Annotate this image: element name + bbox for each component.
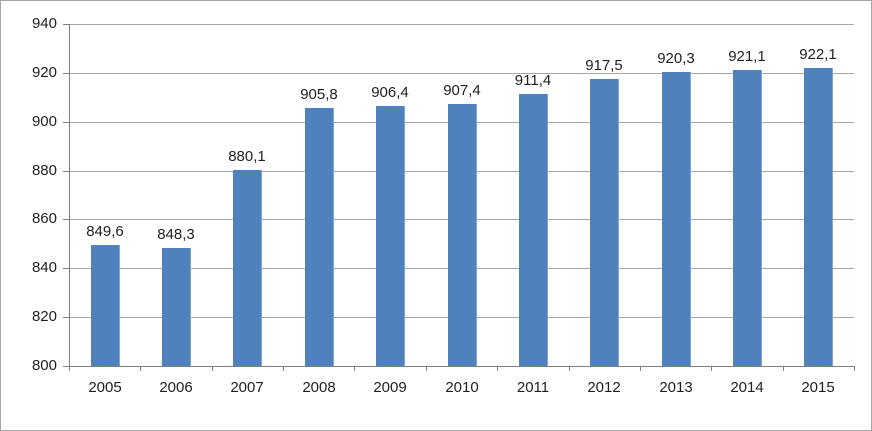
bar-2015 bbox=[804, 68, 833, 366]
y-axis-tick bbox=[63, 366, 69, 367]
bar-2006 bbox=[162, 248, 191, 366]
y-axis-tick bbox=[63, 171, 69, 172]
x-axis-tick bbox=[69, 366, 70, 371]
bar-value-label: 920,3 bbox=[657, 50, 695, 67]
y-axis-tick bbox=[63, 317, 69, 318]
gridline bbox=[69, 24, 854, 25]
bar-2007 bbox=[233, 170, 262, 366]
x-axis-tick bbox=[426, 366, 427, 371]
x-axis-label: 2013 bbox=[659, 379, 693, 396]
bar-2005 bbox=[91, 245, 120, 366]
x-axis-tick bbox=[354, 366, 355, 371]
x-axis-tick bbox=[711, 366, 712, 371]
x-axis-label: 2011 bbox=[516, 379, 550, 396]
y-axis-tick bbox=[63, 219, 69, 220]
bar-2014 bbox=[733, 70, 762, 366]
y-axis-tick bbox=[63, 122, 69, 123]
bar-2011 bbox=[519, 94, 548, 366]
y-axis-label: 920 bbox=[31, 64, 57, 81]
bar-value-label: 906,4 bbox=[371, 84, 409, 101]
gridline bbox=[69, 73, 854, 74]
x-axis-label: 2010 bbox=[445, 379, 479, 396]
bar-value-label: 917,5 bbox=[585, 57, 623, 74]
bar-2009 bbox=[376, 106, 405, 366]
x-axis-tick bbox=[497, 366, 498, 371]
x-axis-tick bbox=[212, 366, 213, 371]
x-axis-tick bbox=[283, 366, 284, 371]
bar-value-label: 911,4 bbox=[514, 72, 552, 89]
x-axis-tick bbox=[783, 366, 784, 371]
y-axis-tick bbox=[63, 24, 69, 25]
y-axis-label: 820 bbox=[31, 308, 57, 325]
y-axis-label: 860 bbox=[31, 210, 57, 227]
bar-value-label: 907,4 bbox=[443, 82, 481, 99]
y-axis-label: 880 bbox=[31, 162, 57, 179]
bar-2013 bbox=[662, 72, 691, 366]
x-axis-tick bbox=[569, 366, 570, 371]
bar-value-label: 848,3 bbox=[157, 226, 195, 243]
x-axis-label: 2009 bbox=[373, 379, 407, 396]
y-axis-label: 800 bbox=[31, 357, 57, 374]
y-axis-label: 900 bbox=[31, 113, 57, 130]
bar-value-label: 880,1 bbox=[228, 148, 266, 165]
bar-2012 bbox=[590, 79, 619, 366]
y-axis-label: 840 bbox=[31, 259, 57, 276]
x-axis-line bbox=[69, 366, 855, 367]
bar-value-label: 849,6 bbox=[86, 223, 124, 240]
bar-value-label: 922,1 bbox=[799, 46, 837, 63]
bar-2010 bbox=[448, 104, 477, 366]
bar-value-label: 921,1 bbox=[728, 48, 766, 65]
x-axis-label: 2012 bbox=[587, 379, 621, 396]
x-axis-tick bbox=[140, 366, 141, 371]
x-axis-label: 2014 bbox=[730, 379, 764, 396]
x-axis-label: 2007 bbox=[230, 379, 264, 396]
x-axis-label: 2008 bbox=[302, 379, 336, 396]
x-axis-label: 2006 bbox=[159, 379, 193, 396]
bar-2008 bbox=[305, 108, 334, 366]
y-axis-line bbox=[69, 24, 70, 371]
x-axis-tick bbox=[640, 366, 641, 371]
bar-value-label: 905,8 bbox=[300, 86, 338, 103]
y-axis-tick bbox=[63, 268, 69, 269]
x-axis-label: 2015 bbox=[801, 379, 835, 396]
y-axis-tick bbox=[63, 73, 69, 74]
x-axis-tick bbox=[854, 366, 855, 371]
y-axis-label: 940 bbox=[31, 15, 57, 32]
x-axis-label: 2005 bbox=[88, 379, 122, 396]
